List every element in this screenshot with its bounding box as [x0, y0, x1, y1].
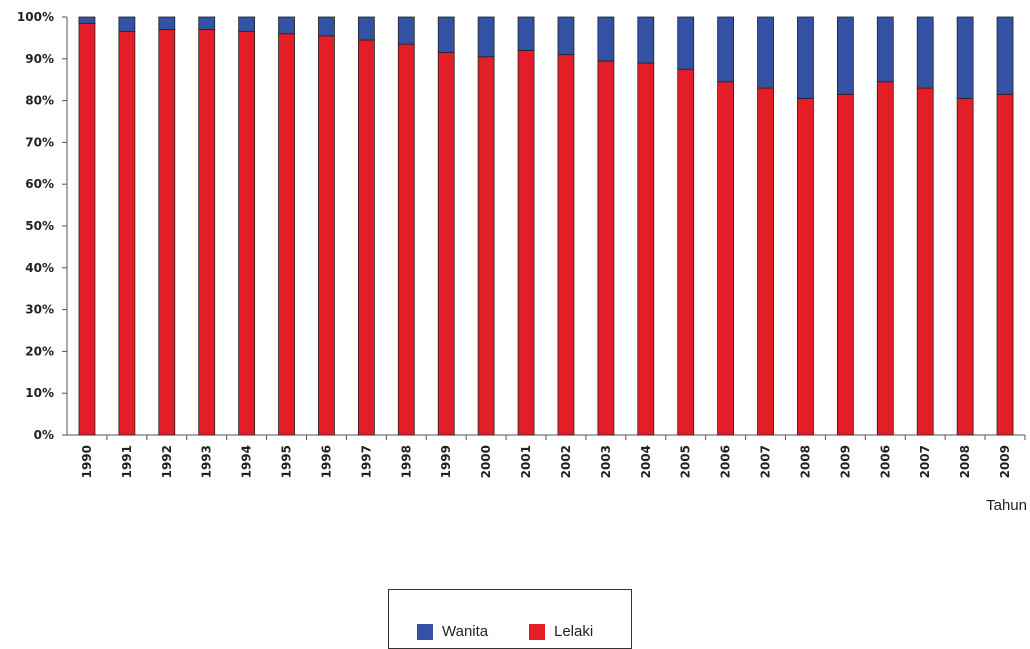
bar-lelaki — [757, 87, 774, 436]
stacked-bar-chart: 0%10%20%30%40%50%60%70%80%90%100% 1990 19… — [17, 10, 1027, 514]
y-tick-label: 20% — [25, 344, 54, 358]
x-tick-label: 2009 — [998, 445, 1012, 478]
y-tick-label: 0% — [34, 428, 54, 442]
x-tick-label: 1996 — [319, 445, 333, 478]
bar-lelaki — [557, 54, 575, 436]
x-tick-label: 1990 — [80, 445, 94, 478]
bar-lelaki — [238, 31, 256, 436]
bar-lelaki — [477, 56, 495, 436]
x-tick-label: 1994 — [240, 445, 254, 478]
x-tick-label: 2008 — [958, 445, 972, 478]
bar-wanita — [517, 16, 535, 51]
bar-wanita — [597, 16, 615, 62]
bar-lelaki — [278, 33, 295, 436]
bar-wanita — [557, 16, 575, 56]
bar-wanita — [397, 16, 415, 45]
bar-wanita — [118, 16, 136, 33]
bar-lelaki — [797, 98, 814, 436]
x-tick-label: 2000 — [479, 445, 493, 478]
y-tick-label: 90% — [25, 52, 54, 66]
x-tick-label: 2002 — [559, 445, 573, 478]
x-tick-label: 1999 — [439, 445, 453, 478]
y-tick-label: 80% — [25, 94, 54, 108]
y-tick-label: 50% — [25, 219, 54, 233]
x-tick-label: 2006 — [878, 445, 892, 478]
bar-lelaki — [437, 52, 455, 436]
x-axis-label: Tahun — [986, 497, 1027, 514]
x-tick-label: 2008 — [798, 445, 812, 478]
legend-item-wanita: Wanita — [417, 623, 488, 640]
bar-lelaki — [517, 50, 535, 436]
bar-wanita — [357, 16, 375, 41]
x-tick-label: 2004 — [639, 445, 653, 478]
x-tick-label: 1993 — [200, 445, 214, 478]
x-tick-label: 2006 — [719, 445, 733, 478]
bar-lelaki — [876, 81, 894, 436]
bar-wanita — [916, 16, 934, 89]
bar-lelaki — [118, 31, 136, 436]
bar-lelaki — [357, 39, 375, 436]
bar-lelaki — [677, 68, 695, 436]
bar-lelaki — [158, 29, 176, 436]
x-tick-label: 1991 — [120, 445, 134, 478]
bar-lelaki — [78, 22, 96, 436]
y-tick-label: 40% — [25, 261, 54, 275]
legend-swatch-lelaki — [529, 623, 545, 640]
x-tick-label: 2007 — [918, 445, 932, 478]
x-tick-label: 2005 — [679, 445, 693, 478]
axes — [62, 16, 1026, 440]
bar-wanita — [238, 16, 256, 33]
bar-lelaki — [956, 98, 974, 436]
bar-lelaki — [717, 81, 735, 436]
bar-wanita — [437, 16, 455, 53]
bar-wanita — [836, 16, 854, 95]
bar-lelaki — [597, 60, 615, 436]
bar-wanita — [996, 16, 1014, 95]
x-tick-label: 2001 — [519, 445, 533, 478]
bars — [78, 16, 1014, 436]
bar-wanita — [797, 16, 814, 99]
bar-wanita — [757, 16, 774, 89]
bar-lelaki — [318, 35, 335, 436]
x-tick-label: 1995 — [280, 445, 294, 478]
bar-wanita — [677, 16, 695, 70]
y-tick-label: 70% — [25, 135, 54, 149]
y-tick-label: 100% — [17, 10, 54, 24]
legend: Wanita Lelaki — [388, 589, 632, 649]
y-tick-label: 30% — [25, 303, 54, 317]
legend-label-lelaki: Lelaki — [554, 623, 594, 640]
bar-wanita — [717, 16, 735, 83]
x-tick-label: 1997 — [359, 445, 373, 478]
bar-wanita — [318, 16, 335, 37]
legend-swatch-wanita — [417, 623, 433, 640]
y-tick-label: 60% — [25, 177, 54, 191]
bar-wanita — [876, 16, 894, 83]
bar-lelaki — [996, 93, 1014, 436]
bar-wanita — [477, 16, 495, 58]
x-tick-label: 2003 — [599, 445, 613, 478]
x-tick-label: 2007 — [759, 445, 773, 478]
bar-wanita — [158, 16, 176, 30]
bar-lelaki — [637, 62, 655, 436]
bar-wanita — [278, 16, 295, 35]
bar-wanita — [637, 16, 655, 64]
bar-lelaki — [198, 29, 216, 436]
legend-label-wanita: Wanita — [442, 623, 489, 640]
bar-lelaki — [916, 87, 934, 436]
x-tick-label: 2009 — [838, 445, 852, 478]
x-tick-labels: 1990 1991 1992 1993 1994 1995 1996 1997 1998 1999… — [80, 445, 1012, 478]
bar-wanita — [78, 16, 96, 24]
y-tick-label: 10% — [25, 386, 54, 400]
bar-wanita — [198, 16, 216, 30]
legend-item-lelaki: Lelaki — [529, 623, 593, 640]
x-tick-label: 1998 — [399, 445, 413, 478]
x-tick-label: 1992 — [160, 445, 174, 478]
bar-lelaki — [836, 93, 854, 436]
bar-wanita — [956, 16, 974, 99]
y-tick-labels: 0% 10% 20% 30% 40% 50% 60% 70% 80% 90% 100% — [17, 10, 54, 442]
bar-lelaki — [397, 43, 415, 436]
